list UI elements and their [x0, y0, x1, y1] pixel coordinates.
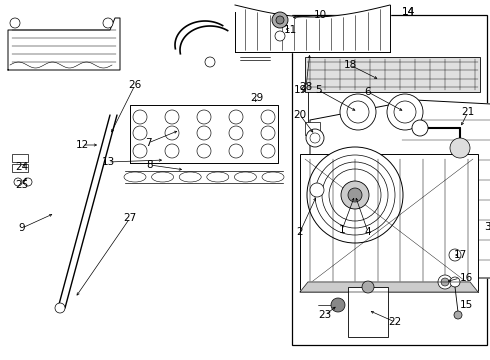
- Circle shape: [229, 144, 243, 158]
- Text: 14: 14: [401, 7, 415, 17]
- Circle shape: [197, 126, 211, 140]
- Circle shape: [307, 147, 403, 243]
- Text: 16: 16: [460, 273, 473, 283]
- Circle shape: [272, 12, 288, 28]
- Bar: [348, 287, 388, 337]
- Text: 7: 7: [145, 138, 151, 148]
- Text: 14: 14: [401, 7, 415, 17]
- Text: 12: 12: [75, 140, 89, 150]
- Text: 1: 1: [339, 225, 345, 235]
- Circle shape: [362, 281, 374, 293]
- Circle shape: [103, 18, 113, 28]
- Circle shape: [275, 31, 285, 41]
- Circle shape: [165, 144, 179, 158]
- Circle shape: [133, 126, 147, 140]
- Ellipse shape: [124, 172, 146, 182]
- Circle shape: [315, 155, 395, 235]
- Circle shape: [341, 181, 369, 209]
- Text: 5: 5: [315, 85, 321, 95]
- Circle shape: [229, 110, 243, 124]
- Circle shape: [441, 278, 449, 286]
- Circle shape: [55, 303, 65, 313]
- Text: 15: 15: [460, 300, 473, 310]
- Text: 11: 11: [283, 25, 296, 35]
- Circle shape: [387, 94, 423, 130]
- Circle shape: [329, 169, 381, 221]
- Circle shape: [322, 162, 388, 228]
- Circle shape: [205, 57, 215, 67]
- Circle shape: [438, 275, 452, 289]
- Circle shape: [412, 120, 428, 136]
- Text: 8: 8: [147, 160, 153, 170]
- Text: 18: 18: [343, 60, 357, 70]
- Text: 13: 13: [101, 157, 115, 167]
- Ellipse shape: [179, 172, 201, 182]
- Circle shape: [331, 298, 345, 312]
- Circle shape: [261, 110, 275, 124]
- Bar: [12, 154, 28, 162]
- Bar: [292, 15, 487, 345]
- Circle shape: [449, 249, 461, 261]
- Circle shape: [197, 110, 211, 124]
- Text: 27: 27: [123, 213, 137, 223]
- Circle shape: [450, 138, 470, 158]
- Text: 6: 6: [365, 87, 371, 97]
- Text: 23: 23: [318, 310, 332, 320]
- Circle shape: [261, 144, 275, 158]
- Polygon shape: [8, 18, 120, 70]
- Circle shape: [133, 144, 147, 158]
- Circle shape: [394, 101, 416, 123]
- Circle shape: [348, 188, 362, 202]
- Circle shape: [133, 110, 147, 124]
- Text: 3: 3: [487, 222, 490, 232]
- Text: 19: 19: [294, 85, 307, 95]
- Circle shape: [450, 277, 460, 287]
- Text: 26: 26: [128, 80, 142, 90]
- Text: 28: 28: [299, 82, 313, 92]
- Bar: [305, 122, 320, 135]
- Circle shape: [197, 144, 211, 158]
- Circle shape: [310, 183, 324, 197]
- Text: 4: 4: [365, 227, 371, 237]
- Text: 29: 29: [250, 93, 264, 103]
- Circle shape: [261, 126, 275, 140]
- Polygon shape: [300, 282, 478, 292]
- Bar: [300, 154, 478, 292]
- Circle shape: [14, 178, 22, 186]
- Polygon shape: [310, 100, 490, 278]
- Circle shape: [10, 18, 20, 28]
- Polygon shape: [130, 105, 278, 163]
- Text: 2: 2: [296, 227, 303, 237]
- Circle shape: [454, 311, 462, 319]
- Text: 21: 21: [462, 107, 475, 117]
- Circle shape: [347, 101, 369, 123]
- Bar: [305, 57, 480, 92]
- Text: 22: 22: [389, 317, 402, 327]
- Ellipse shape: [151, 172, 173, 182]
- Text: 9: 9: [19, 223, 25, 233]
- Circle shape: [229, 126, 243, 140]
- Text: 17: 17: [453, 250, 466, 260]
- Circle shape: [306, 129, 324, 147]
- Circle shape: [310, 133, 320, 143]
- Bar: [12, 164, 28, 172]
- Ellipse shape: [234, 172, 256, 182]
- Circle shape: [340, 94, 376, 130]
- Text: 25: 25: [15, 180, 28, 190]
- Text: 20: 20: [294, 110, 307, 120]
- Circle shape: [276, 16, 284, 24]
- Text: 3: 3: [484, 222, 490, 232]
- Circle shape: [165, 110, 179, 124]
- Circle shape: [24, 178, 32, 186]
- Ellipse shape: [262, 172, 284, 182]
- Text: 24: 24: [15, 162, 28, 172]
- Ellipse shape: [207, 172, 229, 182]
- Circle shape: [165, 126, 179, 140]
- Text: 10: 10: [314, 10, 326, 20]
